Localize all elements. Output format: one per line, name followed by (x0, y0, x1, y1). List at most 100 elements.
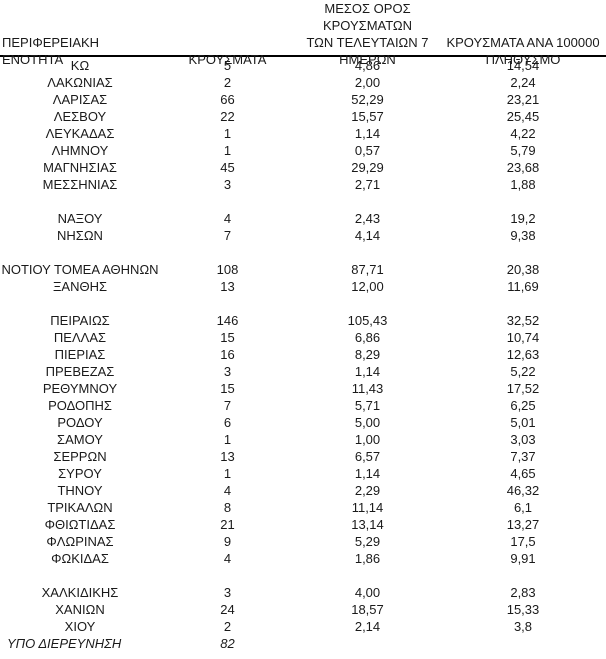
cases-cell: 5 (223, 58, 232, 73)
header-avg7: ΜΕΣΟΣ ΟΡΟΣ ΚΡΟΥΣΜΑΤΩΝ ΤΩΝ ΤΕΛΕΥΤΑΙΩΝ 7 Η… (306, 1, 429, 67)
table-row: ΚΩ 5 4,86 14,54 (0, 57, 606, 74)
per100k-cell: 3,8 (513, 619, 533, 634)
per100k-cell: 2,83 (510, 585, 536, 600)
avg7-cell: 5,29 (354, 534, 381, 549)
region-cell: ΧΑΝΙΩΝ (55, 602, 105, 617)
avg7-cell: 11,43 (351, 381, 384, 396)
avg7-cell: 0,57 (354, 143, 381, 158)
per100k-cell: 10,74 (506, 330, 540, 345)
cases-cell: 3 (223, 585, 232, 600)
region-cell: ΠΕΛΛΑΣ (53, 330, 107, 345)
cases-cell: 66 (220, 92, 235, 107)
cases-cell: 45 (220, 160, 235, 175)
cases-cell: 24 (220, 602, 235, 617)
table-body: ΚΩ 5 4,86 14,54 ΛΑΚΩΝΙΑΣ 2 2,00 2,24 ΛΑΡΙΣΑΣ 66 52… (0, 57, 606, 652)
table-row: ΤΡΙΚΑΛΩΝ 8 11,14 6,1 (0, 499, 606, 516)
region-cell: ΛΕΣΒΟΥ (53, 109, 107, 124)
cases-cell: 4 (223, 483, 232, 498)
table-row: ΡΟΔΟΥ 6 5,00 5,01 (0, 414, 606, 431)
region-cell: ΦΛΩΡΙΝΑΣ (46, 534, 114, 549)
avg7-cell: 2,29 (354, 483, 381, 498)
per100k-cell: 23,68 (506, 160, 540, 175)
region-cell: ΦΩΚΙΔΑΣ (51, 551, 109, 566)
cases-cell: 15 (220, 381, 235, 396)
table-row: ΛΑΚΩΝΙΑΣ 2 2,00 2,24 (0, 74, 606, 91)
region-cell: ΠΡΕΒΕΖΑΣ (45, 364, 115, 379)
region-cell: ΠΕΙΡΑΙΩΣ (50, 313, 110, 328)
avg7-cell: 2,00 (354, 75, 381, 90)
cases-cell: 7 (223, 228, 232, 243)
cases-cell: 6 (223, 415, 232, 430)
cases-cell: 146 (216, 313, 239, 328)
cases-cell: 13 (220, 279, 235, 294)
region-cell: ΜΑΓΝΗΣΙΑΣ (43, 160, 117, 175)
avg7-cell: 6,57 (354, 449, 381, 464)
per100k-cell: 46,32 (506, 483, 540, 498)
per100k-cell: 11,69 (507, 279, 539, 294)
per100k-cell: 6,25 (510, 398, 536, 413)
cases-cell: 4 (223, 551, 232, 566)
avg7-cell: 2,43 (354, 211, 381, 226)
table-row: ΠΕΙΡΑΙΩΣ 146 105,43 32,52 (0, 312, 606, 329)
cases-cell: 3 (223, 177, 232, 192)
per100k-cell: 9,38 (510, 228, 536, 243)
avg7-cell: 13,14 (351, 517, 384, 532)
per100k-cell: 5,01 (510, 415, 536, 430)
cases-cell: 2 (223, 619, 232, 634)
cases-cell: 1 (223, 143, 232, 158)
table-row: ΣΑΜΟΥ 1 1,00 3,03 (0, 431, 606, 448)
per100k-cell: 7,37 (510, 449, 536, 464)
avg7-cell: 1,14 (354, 466, 381, 481)
region-cell: ΚΩ (70, 58, 90, 73)
avg7-cell: 18,57 (351, 602, 384, 617)
region-cell: ΣΥΡΟΥ (58, 466, 102, 481)
cases-cell: 1 (223, 126, 232, 141)
avg7-cell: 11,14 (351, 500, 384, 515)
cases-cell: 13 (220, 449, 235, 464)
table-row: ΧΙΟΥ 2 2,14 3,8 (0, 618, 606, 635)
region-cell: ΝΑΞΟΥ (57, 211, 103, 226)
avg7-cell: 1,00 (354, 432, 381, 447)
per100k-cell: 6,1 (513, 500, 533, 515)
per100k-cell: 19,2 (510, 211, 536, 226)
table-row: ΤΗΝΟΥ 4 2,29 46,32 (0, 482, 606, 499)
cases-cell: 4 (223, 211, 232, 226)
cases-cell: 3 (223, 364, 232, 379)
spacer-row (0, 193, 606, 210)
header-region: ΠΕΡΙΦΕΡΕΙΑΚΗ ΕΝΟΤΗΤΑ (2, 35, 100, 67)
region-cell: ΥΠΟ ΔΙΕΡΕΥΝΗΣΗ (7, 636, 122, 651)
avg7-cell: 52,29 (351, 92, 384, 107)
table-row: ΜΕΣΣΗΝΙΑΣ 3 2,71 1,88 (0, 176, 606, 193)
region-cell: ΛΕΥΚΑΔΑΣ (45, 126, 115, 141)
avg7-cell: 4,86 (354, 58, 381, 73)
avg7-cell: 4,14 (354, 228, 381, 243)
region-cell: ΠΙΕΡΙΑΣ (54, 347, 106, 362)
cases-cell: 9 (223, 534, 232, 549)
avg7-cell: 8,29 (354, 347, 381, 362)
avg7-cell: 29,29 (351, 160, 384, 175)
region-cell: ΡΟΔΟΥ (57, 415, 103, 430)
region-cell: ΝΟΤΙΟΥ ΤΟΜΕΑ ΑΘΗΝΩΝ (1, 262, 159, 277)
table-row: ΣΥΡΟΥ 1 1,14 4,65 (0, 465, 606, 482)
table-row: ΠΕΛΛΑΣ 15 6,86 10,74 (0, 329, 606, 346)
avg7-cell: 12,00 (351, 279, 384, 294)
cases-cell: 22 (220, 109, 235, 124)
spacer-row (0, 244, 606, 261)
avg7-cell: 6,86 (354, 330, 381, 345)
per100k-cell: 5,79 (510, 143, 536, 158)
per100k-cell: 15,33 (506, 602, 540, 617)
cases-cell: 16 (220, 347, 235, 362)
table-row: ΛΑΡΙΣΑΣ 66 52,29 23,21 (0, 91, 606, 108)
per100k-cell: 5,22 (510, 364, 536, 379)
region-cell: ΛΗΜΝΟΥ (51, 143, 109, 158)
table-row: ΦΛΩΡΙΝΑΣ 9 5,29 17,5 (0, 533, 606, 550)
table-row: ΝΗΣΩΝ 7 4,14 9,38 (0, 227, 606, 244)
per100k-cell: 4,65 (510, 466, 536, 481)
cases-cell: 21 (220, 517, 235, 532)
cases-cell: 1 (223, 432, 232, 447)
avg7-cell: 5,00 (354, 415, 381, 430)
table-row: ΠΙΕΡΙΑΣ 16 8,29 12,63 (0, 346, 606, 363)
per100k-cell: 17,52 (506, 381, 540, 396)
